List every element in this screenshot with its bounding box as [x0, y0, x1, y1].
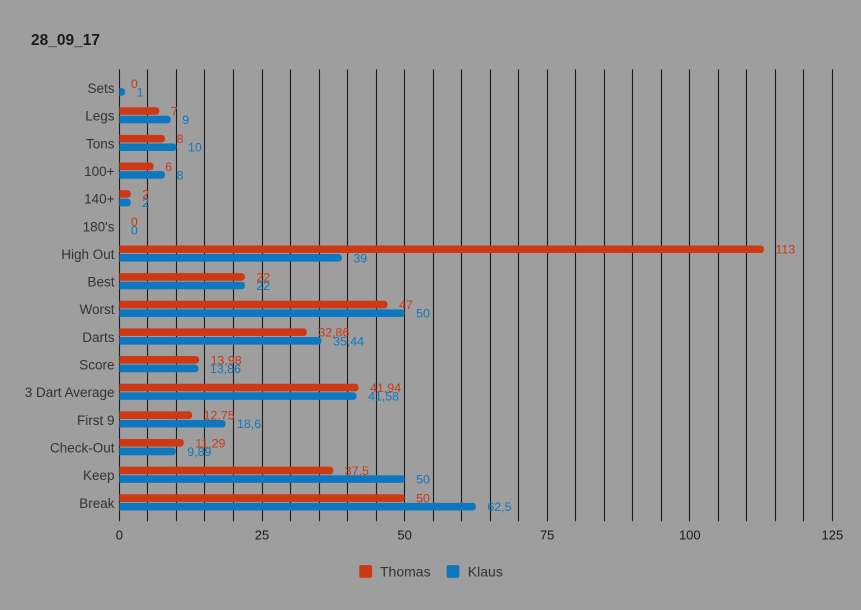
svg-text:25: 25 — [255, 527, 269, 542]
svg-text:13,98: 13,98 — [211, 353, 242, 367]
svg-text:22: 22 — [256, 279, 270, 293]
svg-text:47: 47 — [399, 298, 413, 312]
svg-text:2: 2 — [142, 187, 149, 201]
svg-text:1: 1 — [137, 85, 144, 99]
svg-text:50: 50 — [416, 492, 430, 506]
svg-text:First 9: First 9 — [77, 413, 115, 428]
svg-text:Sets: Sets — [87, 81, 114, 96]
svg-text:Darts: Darts — [82, 330, 115, 345]
svg-text:Tons: Tons — [86, 136, 115, 151]
svg-text:Worst: Worst — [79, 302, 114, 317]
svg-text:22: 22 — [256, 270, 270, 284]
svg-text:32,86: 32,86 — [318, 326, 349, 340]
svg-text:50: 50 — [416, 473, 430, 487]
svg-text:28_09_17: 28_09_17 — [31, 32, 100, 49]
svg-text:0: 0 — [131, 77, 138, 91]
svg-text:Check-Out: Check-Out — [50, 440, 115, 455]
svg-text:11,29: 11,29 — [195, 436, 225, 450]
svg-text:0: 0 — [116, 527, 123, 542]
svg-text:9,89: 9,89 — [187, 445, 211, 459]
svg-text:35,44: 35,44 — [333, 334, 364, 348]
svg-text:8: 8 — [177, 132, 184, 146]
svg-text:18,6: 18,6 — [237, 417, 261, 431]
svg-text:37,5: 37,5 — [345, 464, 369, 478]
svg-text:Break: Break — [79, 496, 115, 511]
svg-text:Klaus: Klaus — [468, 564, 503, 580]
svg-text:Best: Best — [87, 275, 114, 290]
svg-text:62,5: 62,5 — [487, 500, 511, 514]
svg-text:12,75: 12,75 — [204, 409, 235, 423]
svg-text:6: 6 — [165, 160, 172, 174]
svg-text:Score: Score — [79, 358, 114, 373]
svg-text:180's: 180's — [83, 219, 115, 234]
svg-text:113: 113 — [775, 243, 795, 257]
svg-text:10: 10 — [188, 141, 202, 155]
svg-text:3 Dart Average: 3 Dart Average — [25, 385, 115, 400]
svg-text:2: 2 — [142, 196, 149, 210]
svg-text:75: 75 — [540, 527, 554, 542]
svg-text:39: 39 — [353, 251, 367, 265]
svg-text:140+: 140+ — [84, 192, 115, 207]
svg-text:41,58: 41,58 — [368, 390, 399, 404]
svg-text:9: 9 — [182, 113, 189, 127]
svg-text:Thomas: Thomas — [380, 564, 431, 580]
svg-text:7: 7 — [171, 104, 178, 118]
svg-text:0: 0 — [131, 215, 138, 229]
svg-text:8: 8 — [177, 168, 184, 182]
svg-text:100: 100 — [679, 527, 701, 542]
svg-text:0: 0 — [131, 224, 138, 238]
svg-text:41,94: 41,94 — [370, 381, 401, 395]
svg-text:13,86: 13,86 — [210, 362, 241, 376]
svg-text:High Out: High Out — [61, 247, 115, 262]
svg-text:100+: 100+ — [84, 164, 115, 179]
svg-text:50: 50 — [397, 527, 411, 542]
svg-text:125: 125 — [822, 527, 844, 542]
svg-text:Legs: Legs — [85, 109, 115, 124]
svg-text:50: 50 — [416, 307, 430, 321]
svg-text:Keep: Keep — [83, 468, 115, 483]
